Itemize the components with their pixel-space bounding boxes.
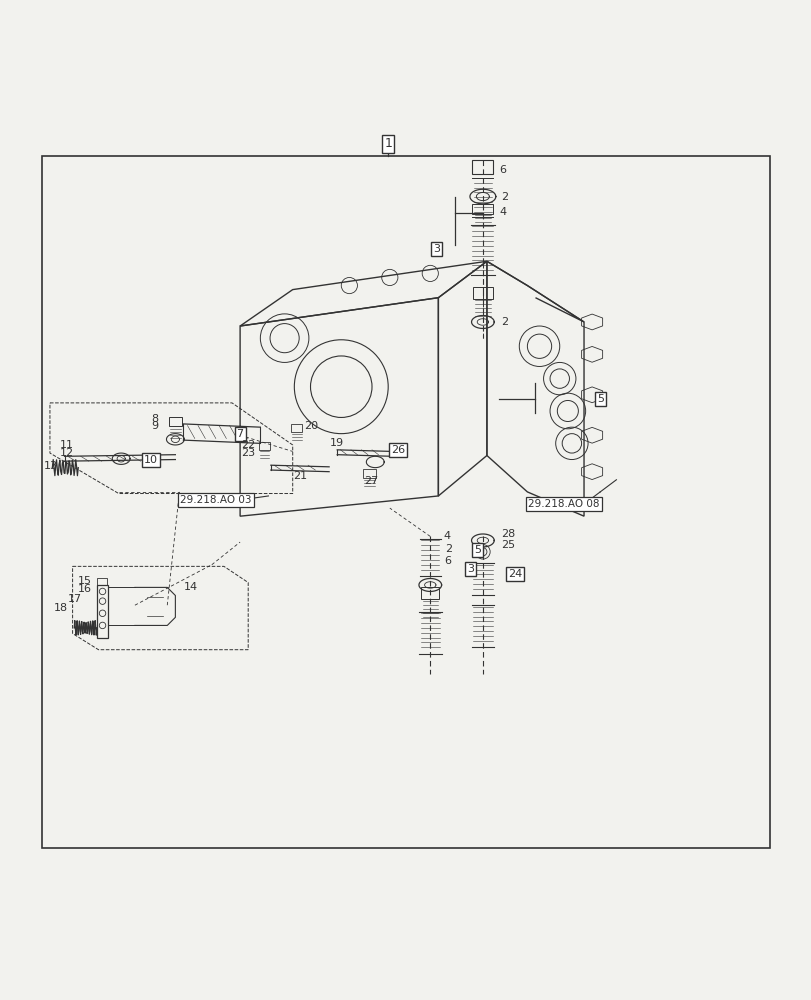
Text: 20: 20 [303,421,318,431]
Bar [42,156,769,848]
Text: 8: 8 [151,414,158,424]
Text: 26: 26 [390,445,405,455]
Text: 1: 1 [384,137,392,150]
Text: 6: 6 [499,165,505,175]
Text: 28: 28 [500,529,514,539]
Text: 16: 16 [78,584,92,594]
Text: 22: 22 [241,440,255,450]
Text: 4: 4 [499,207,505,217]
Text: 11: 11 [59,440,74,450]
Text: 2: 2 [500,317,507,327]
Text: 7: 7 [236,429,243,439]
Text: 5: 5 [473,545,480,555]
Text: 4: 4 [443,531,450,541]
Text: 25: 25 [500,540,514,550]
Text: 3: 3 [433,244,440,254]
Text: 14: 14 [183,582,197,592]
Text: 17: 17 [67,594,82,604]
Text: 13: 13 [45,461,58,471]
Text: 23: 23 [241,448,255,458]
Text: 18: 18 [54,603,68,613]
Text: 15: 15 [78,576,92,586]
Text: 12: 12 [59,448,74,458]
Text: 21: 21 [292,471,307,481]
Text: 2: 2 [501,192,508,202]
Text: 6: 6 [444,556,450,566]
Text: 29.218.AO 03: 29.218.AO 03 [180,495,251,505]
Text: 10: 10 [144,455,158,465]
Text: 24: 24 [508,569,521,579]
Text: 5: 5 [596,394,603,404]
Text: 19: 19 [329,438,344,448]
Text: 27: 27 [363,476,378,486]
Text: 2: 2 [444,544,452,554]
Text: 9: 9 [151,421,158,431]
Text: 3: 3 [466,564,474,574]
Text: 29.218.AO 08: 29.218.AO 08 [527,499,599,509]
